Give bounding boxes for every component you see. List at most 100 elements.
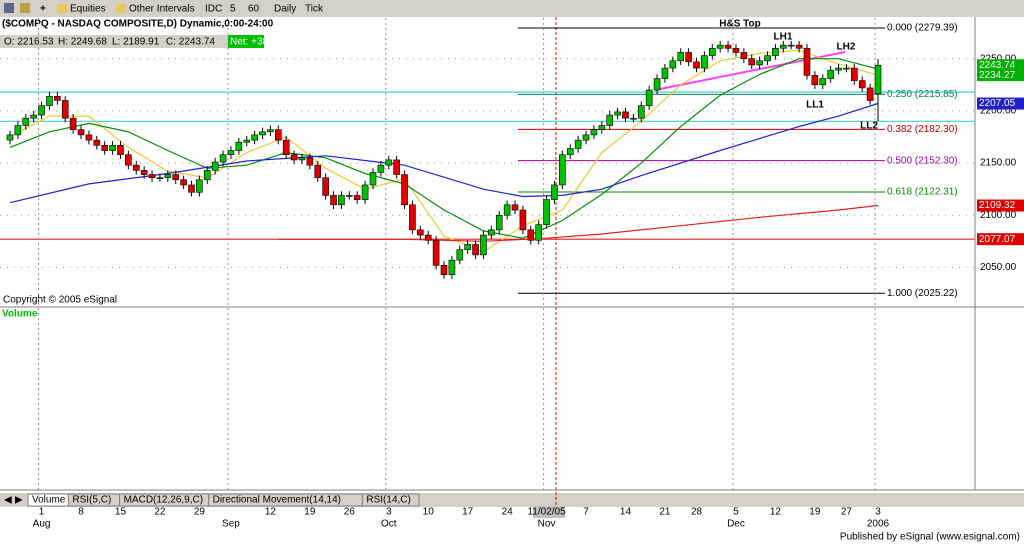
candle-body: [543, 199, 550, 225]
annotation: H&S Top: [719, 19, 760, 30]
x-tick-label: 8: [78, 507, 84, 518]
candle-body: [519, 209, 527, 231]
candle-body: [69, 117, 77, 130]
month-label: 2006: [867, 519, 890, 530]
candle-body: [377, 164, 385, 173]
candle-body: [582, 134, 590, 141]
annotation: LL1: [806, 100, 824, 111]
price-badge: [977, 233, 1024, 246]
candle-body: [874, 64, 882, 94]
candle-body: [464, 244, 471, 250]
low-label: L: 2189.91: [112, 37, 160, 48]
candle-body: [203, 170, 211, 181]
candle-body: [235, 141, 243, 151]
cursor-date-box: [533, 506, 565, 518]
candle-body: [6, 134, 14, 141]
y-tick-label: 2250.00: [980, 53, 1017, 64]
x-tick-label: 5: [733, 507, 739, 518]
toolbar-item[interactable]: 60: [248, 4, 260, 15]
toolbar-item[interactable]: Equities: [70, 4, 106, 15]
month-label: Aug: [33, 519, 51, 530]
tab[interactable]: [361, 493, 420, 507]
candle-body: [503, 204, 511, 216]
x-tick-label: 3: [386, 507, 392, 518]
fib-label: 1.000 (2025.22): [887, 288, 958, 299]
copyright: Copyright © 2005 eSignal: [3, 295, 117, 306]
candle-body: [772, 47, 779, 56]
x-tick-label: 3: [875, 507, 881, 518]
candle-body: [456, 249, 464, 261]
candle-body: [701, 55, 708, 69]
volume-title: Volume: [2, 309, 38, 320]
toolbar-item[interactable]: Tick: [305, 4, 324, 15]
x-tick-label: 28: [691, 507, 703, 518]
tab-label[interactable]: RSI(14,C): [366, 495, 410, 506]
candle-body: [267, 129, 274, 133]
candle-body: [724, 44, 732, 49]
price-badge: [977, 59, 1024, 72]
candle-body: [227, 150, 235, 156]
candle-body: [290, 154, 298, 161]
x-tick-label: 10: [423, 507, 435, 518]
price-badge: [977, 199, 1024, 212]
x-tick-label: 21: [659, 507, 671, 518]
toolbar-item[interactable]: Other Intervals: [129, 4, 195, 15]
candle-body: [764, 55, 771, 62]
toolbar-item[interactable]: IDC: [205, 4, 222, 15]
price-badge: [977, 97, 1024, 110]
candle-body: [393, 159, 400, 175]
candle-body: [858, 80, 866, 89]
candle-body: [669, 60, 677, 69]
footer: Published by eSignal (www.esignal.com): [840, 532, 1020, 543]
tab-label[interactable]: RSI(5,C): [72, 495, 111, 506]
candle-body: [61, 100, 69, 119]
tab-label[interactable]: MACD(12,26,9,C): [124, 495, 203, 506]
x-tick-label: 11/02/05: [527, 507, 566, 518]
x-tick-label: 1: [39, 507, 45, 518]
candle-body: [598, 125, 606, 130]
candle-body: [409, 204, 416, 231]
price-badge-label: 2234.27: [979, 70, 1016, 81]
tab-label[interactable]: Directional Movement(14,14): [213, 495, 341, 506]
candle-body: [645, 89, 653, 106]
candle-body: [432, 239, 440, 266]
candle-body: [708, 47, 716, 56]
x-tick-label: 7: [583, 507, 589, 518]
tab-label[interactable]: Volume: [32, 495, 66, 506]
toolbar-item[interactable]: Daily: [274, 4, 296, 15]
scroll-left[interactable]: ◀: [4, 495, 12, 506]
candle-body: [732, 47, 740, 53]
date-axis: [0, 507, 1024, 543]
x-tick-label: 22: [154, 507, 166, 518]
ohlc-bar: [0, 35, 262, 48]
month-label: Dec: [727, 519, 745, 530]
candle-body: [559, 154, 566, 186]
toolbar-icon[interactable]: [116, 4, 126, 13]
x-tick-label: 24: [502, 507, 514, 518]
candle-body: [211, 161, 219, 171]
toolbar-item[interactable]: 5: [230, 4, 236, 15]
toolbar-icon[interactable]: [4, 3, 14, 13]
candle-body: [417, 229, 424, 236]
candle-body: [306, 157, 314, 166]
toolbar-icon[interactable]: +: [40, 4, 46, 15]
toolbar-icon[interactable]: [57, 4, 67, 13]
candle-body: [448, 259, 456, 276]
toolbar-icon[interactable]: [20, 3, 30, 13]
y-tick-label: 2050.00: [980, 262, 1017, 273]
candle-body: [164, 174, 172, 178]
candle-body: [353, 195, 361, 200]
symbol-title: ($COMPQ - NASDAQ COMPOSITE,D) Dynamic,0:…: [2, 19, 274, 30]
candle-body: [196, 179, 203, 193]
candle-body: [511, 204, 519, 211]
x-tick-label: 17: [462, 507, 474, 518]
y-tick-label: 2150.00: [980, 158, 1017, 169]
x-tick-label: 29: [194, 507, 206, 518]
annotation: LL2: [860, 121, 878, 132]
fib-label: 0.250 (2215.85): [887, 89, 958, 100]
candle-body: [109, 145, 116, 151]
x-tick-label: 14: [620, 507, 632, 518]
candle-body: [716, 44, 724, 49]
scroll-right[interactable]: ▶: [15, 495, 23, 506]
candle-body: [803, 47, 811, 76]
